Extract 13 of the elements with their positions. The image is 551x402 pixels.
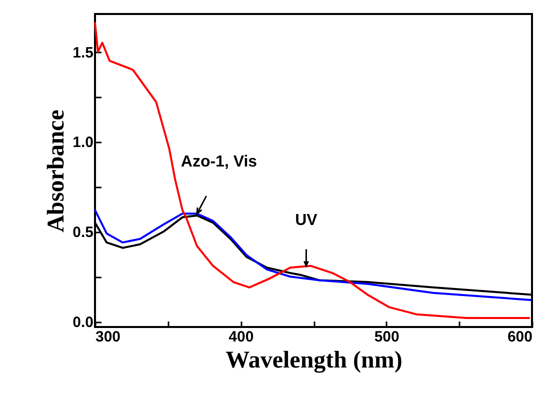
line-series	[94, 22, 530, 320]
x-tick-label: 400	[228, 328, 254, 346]
annotation: Azo-1, Vis	[180, 154, 258, 171]
x-tick-label: 300	[96, 328, 121, 346]
x-tick-label: 600	[507, 328, 532, 346]
y-tick-label: 0.0	[72, 314, 94, 332]
y-axis-title: Absorbance	[44, 109, 70, 232]
y-tick-label: 0.5	[72, 224, 94, 242]
annotation: UV	[295, 212, 318, 229]
x-tick-label: 500	[374, 328, 400, 346]
x-axis-title: Wavelength (nm)	[226, 348, 402, 374]
y-tick-label: 1.5	[72, 44, 94, 62]
y-tick-label: 1.0	[72, 134, 94, 152]
